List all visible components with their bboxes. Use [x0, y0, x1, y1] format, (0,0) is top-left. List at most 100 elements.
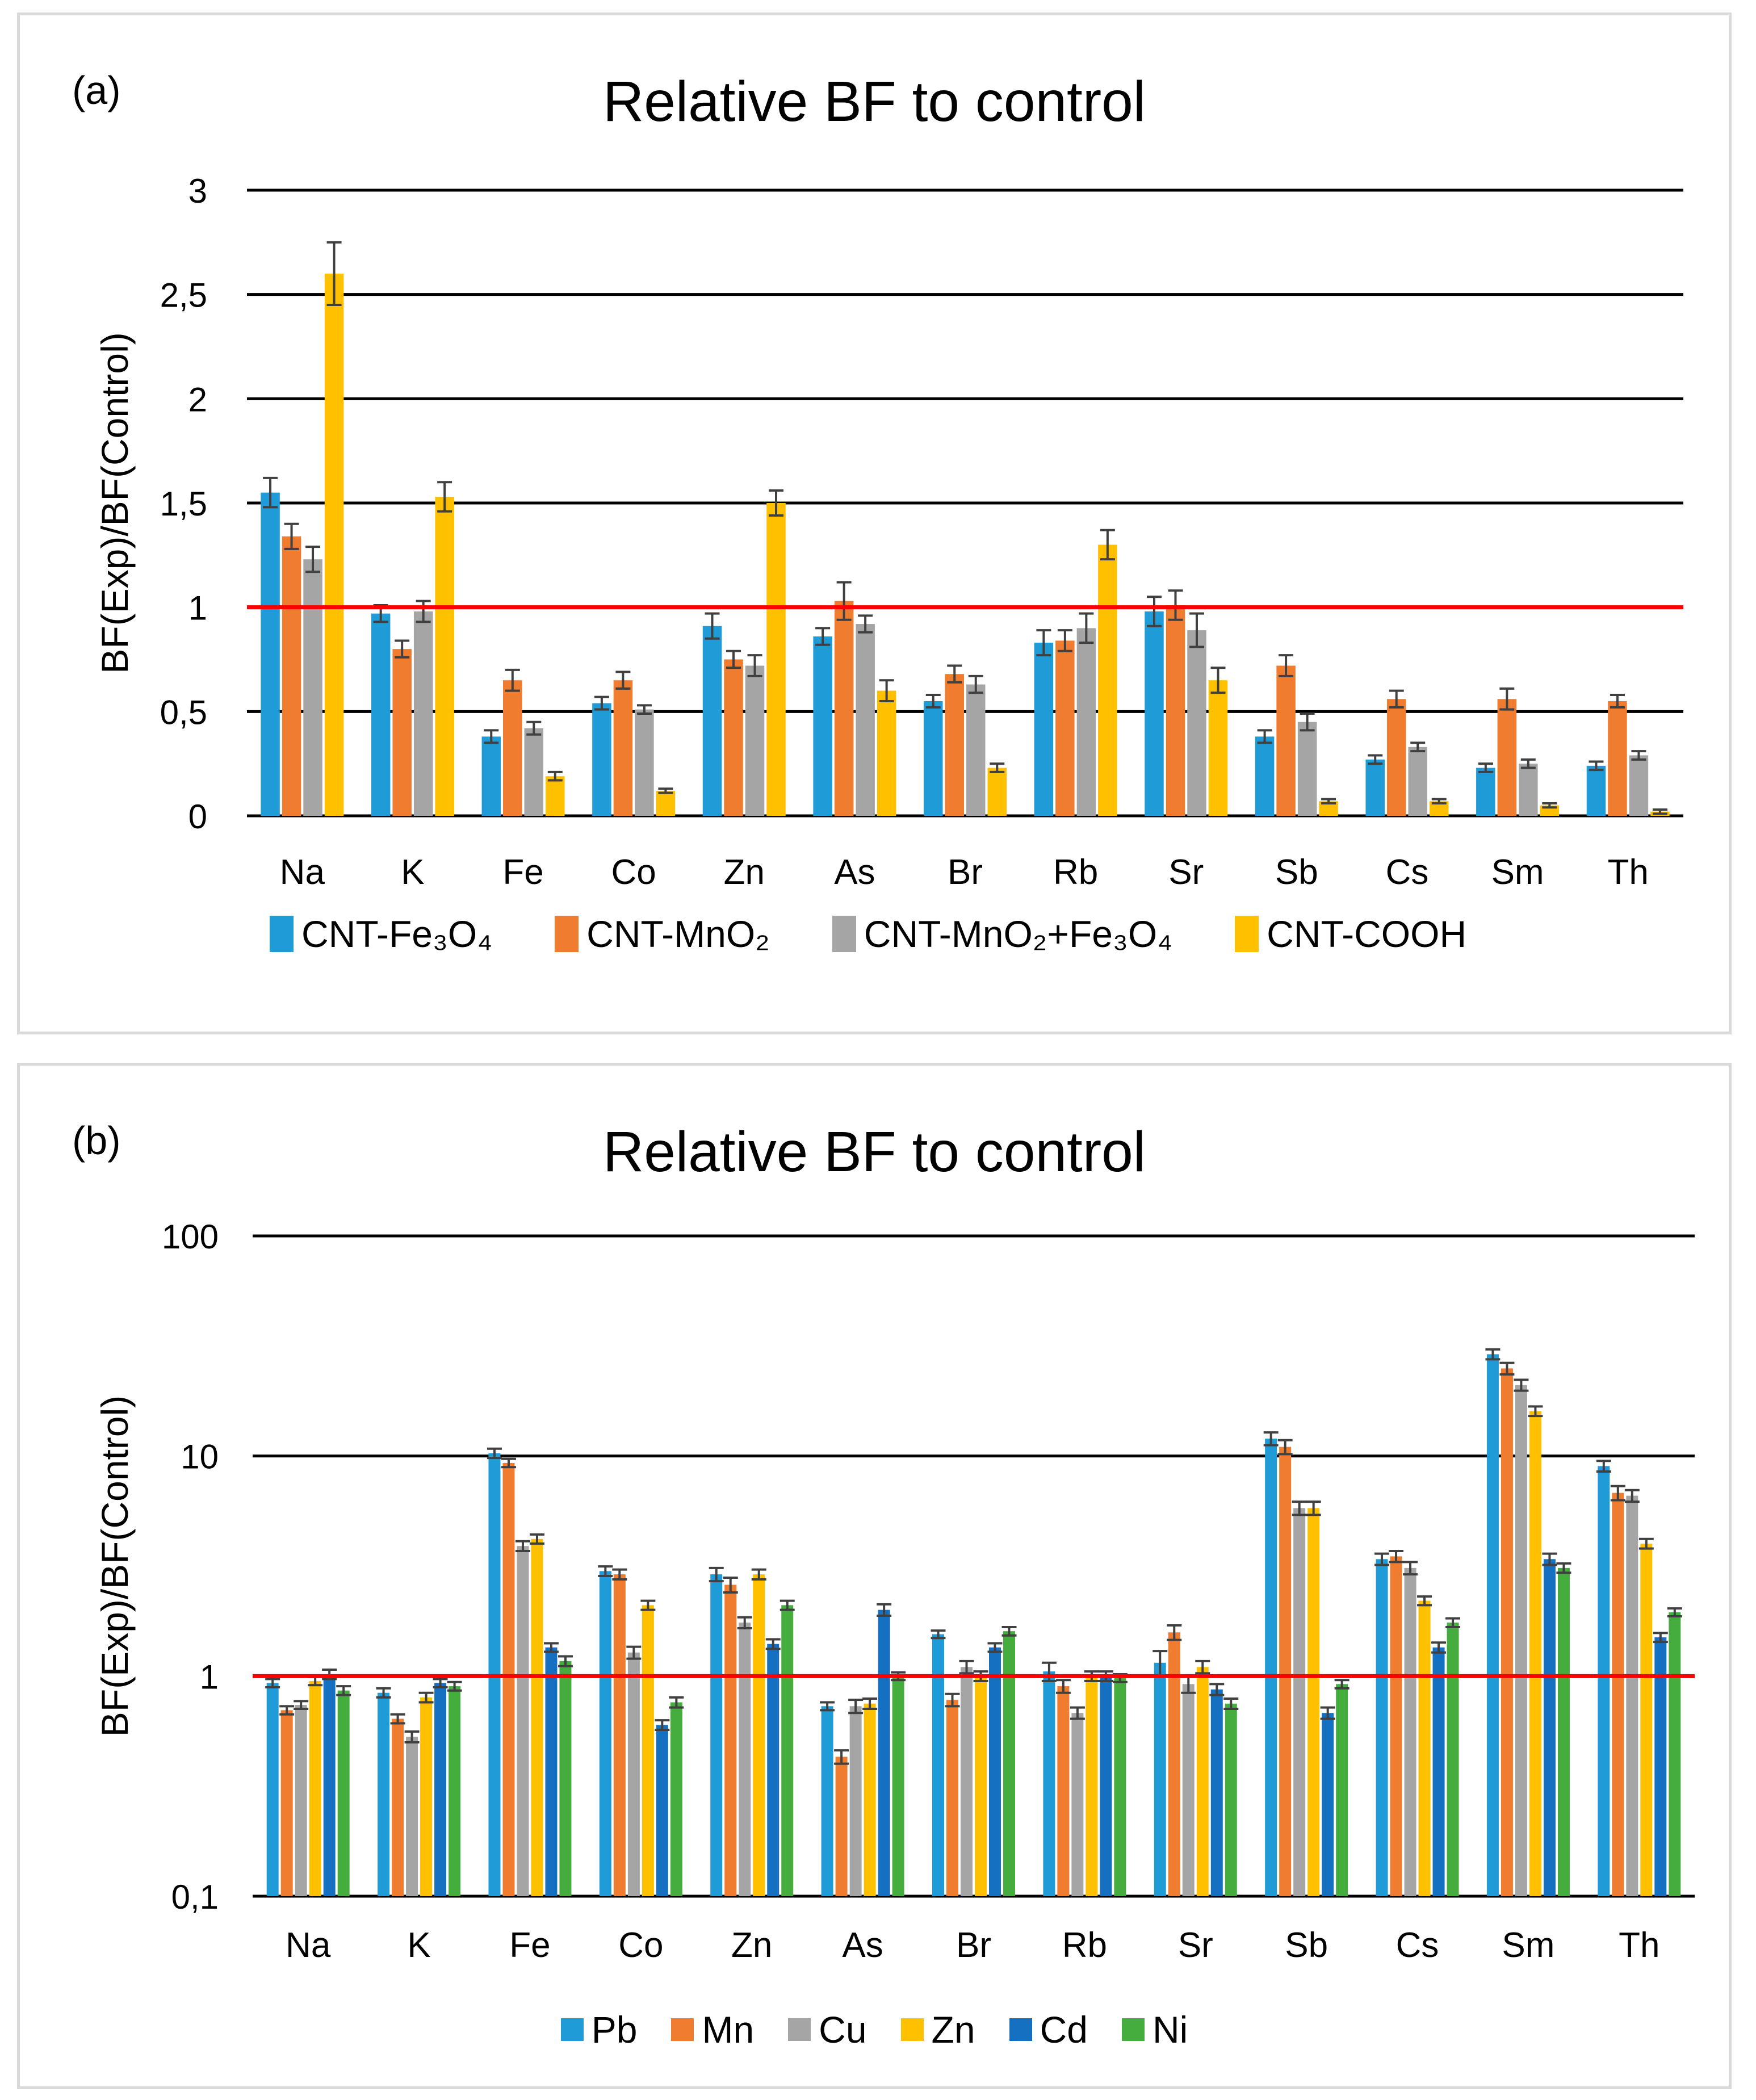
bar: [449, 1686, 461, 1896]
bar: [435, 496, 454, 816]
bar: [1486, 1354, 1499, 1896]
bar: [966, 684, 986, 816]
x-tick-label: Br: [948, 853, 983, 892]
bar: [877, 690, 896, 816]
x-tick-label: Sb: [1285, 1926, 1328, 1965]
x-tick-label: Sr: [1178, 1926, 1213, 1965]
bar: [878, 1609, 890, 1896]
bar: [1276, 665, 1296, 816]
y-axis-label: BF(Exp)/BF(Control): [94, 1395, 136, 1737]
bar: [1265, 1438, 1277, 1896]
bar: [702, 626, 722, 816]
legend-swatch: [1121, 2018, 1145, 2041]
bar: [1293, 1508, 1306, 1896]
bar: [1626, 1495, 1638, 1896]
legend-item: CNT-MnO₂+Fe₃O₄: [832, 912, 1172, 955]
legend-item: Cu: [788, 2008, 867, 2051]
bar: [1071, 1713, 1084, 1896]
bar: [835, 1757, 848, 1896]
x-tick-label: Zn: [731, 1926, 772, 1965]
bar: [745, 665, 765, 816]
bar: [656, 790, 676, 816]
legend-label: CNT-Fe₃O₄: [301, 913, 493, 955]
legend-item: Ni: [1121, 2008, 1188, 2051]
bar: [1519, 764, 1538, 816]
bar: [559, 1661, 572, 1896]
bar: [1210, 1689, 1223, 1896]
legend-item: Mn: [671, 2008, 754, 2051]
bar: [1297, 722, 1317, 816]
bar: [975, 1676, 987, 1896]
bar: [599, 1571, 611, 1896]
bar: [1043, 1671, 1055, 1896]
x-tick-label: Sm: [1502, 1926, 1554, 1965]
bar: [613, 1574, 626, 1896]
bar: [1145, 611, 1164, 816]
bar: [1543, 1559, 1556, 1896]
bar: [724, 1585, 737, 1896]
bar: [1432, 1647, 1445, 1896]
x-tick-label: Cs: [1396, 1926, 1439, 1965]
x-tick-label: Na: [280, 853, 325, 892]
bar: [1307, 1508, 1320, 1896]
bar: [1629, 755, 1649, 816]
bar: [739, 1623, 751, 1896]
x-tick-label: Co: [611, 853, 656, 892]
bar: [1669, 1612, 1681, 1896]
bar: [1187, 630, 1206, 816]
bar: [282, 536, 301, 816]
legend-item: CNT-MnO₂: [555, 912, 770, 955]
legend-swatch: [671, 2018, 694, 2041]
bar: [753, 1574, 765, 1896]
legend-label: CNT-MnO₂+Fe₃O₄: [864, 913, 1173, 955]
x-tick-label: Br: [956, 1926, 991, 1965]
bar: [1365, 759, 1385, 816]
bar: [592, 703, 611, 816]
legend-swatch: [900, 2018, 924, 2041]
legend-label: Cd: [1040, 2009, 1088, 2051]
bar: [531, 1539, 543, 1896]
bar: [1447, 1623, 1459, 1896]
bar: [987, 768, 1007, 816]
bar: [864, 1703, 876, 1896]
legend-swatch: [560, 2018, 584, 2041]
bar: [1168, 1632, 1180, 1896]
y-tick-label: 0: [188, 798, 207, 836]
bar: [337, 1690, 350, 1896]
chart-panel-a: (a) Relative BF to control 0 0,5 1 1,5 2 2,5 3…: [17, 12, 1732, 1034]
bar: [1390, 1556, 1402, 1896]
bar: [1100, 1676, 1112, 1896]
x-tick-label: As: [842, 1926, 883, 1965]
y-axis-label: BF(Exp)/BF(Control): [94, 332, 136, 673]
bar: [1501, 1368, 1513, 1896]
x-tick-label: Fe: [502, 853, 543, 892]
bar: [767, 1644, 779, 1896]
legend-label: Mn: [702, 2009, 755, 2051]
x-tick-label: Rb: [1062, 1926, 1107, 1965]
x-tick-label: Na: [286, 1926, 331, 1965]
y-tick-label: 10: [181, 1438, 219, 1476]
bar: [1386, 699, 1406, 816]
legend: Pb Mn Cu Zn Cd Ni: [20, 2008, 1729, 2051]
bar: [1166, 605, 1185, 816]
x-tick-label: Th: [1608, 853, 1649, 892]
bar: [517, 1546, 529, 1896]
bar: [1034, 643, 1054, 816]
bar: [420, 1697, 433, 1896]
bar: [1529, 1411, 1541, 1896]
bar: [503, 680, 522, 816]
y-tick-label: 100: [162, 1218, 219, 1256]
chart-title: Relative BF to control: [603, 70, 1146, 133]
bar: [781, 1605, 794, 1896]
legend-label: CNT-COOH: [1267, 913, 1467, 955]
panel-label: (a): [72, 68, 121, 112]
bar: [892, 1676, 904, 1896]
legend: CNT-Fe₃O₄ CNT-MnO₂ CNT-MnO₂+Fe₃O₄ CNT-CO…: [270, 912, 1466, 955]
bar: [1586, 765, 1606, 816]
chart-title: Relative BF to control: [603, 1120, 1146, 1184]
legend-label: CNT-MnO₂: [586, 913, 770, 955]
bar: [1497, 699, 1517, 816]
bar: [392, 649, 412, 816]
legend-swatch: [788, 2018, 811, 2041]
bar: [378, 1692, 390, 1896]
